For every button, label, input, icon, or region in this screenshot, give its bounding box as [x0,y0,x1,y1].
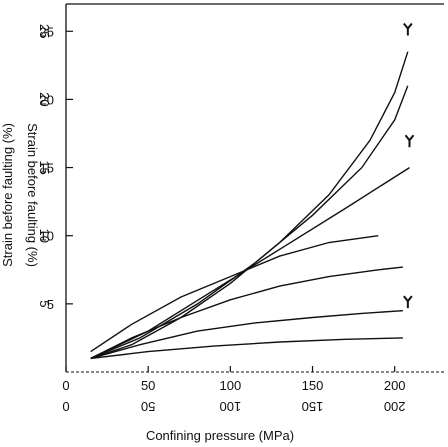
y-tick-label-mirrored: 5 [37,300,52,307]
curve-unlabeled-1 [90,85,409,360]
y-tick-label: 20 [40,92,54,107]
x-tick-label: 200 [384,378,406,393]
x-tick-label-mirrored: 0 [62,399,69,414]
curve-slate [90,337,403,360]
y-tick-label: 15 [40,161,54,176]
curves [90,22,415,360]
x-tick-label: 50 [141,378,155,393]
x-tick-label-mirrored: 150 [302,399,324,414]
x-tick-label: 150 [302,378,324,393]
curve-unlabeled-5 [90,310,403,360]
curve-dolomite [90,266,403,360]
y-tick-label-mirrored: 25 [37,24,52,38]
y-tick-label-mirrored: 15 [37,160,52,174]
failure-marker [404,134,415,148]
y-axis-title-mirrored: Strain before faulting (%) [25,123,40,267]
curve-sandstone [90,51,409,360]
y-tick-label: 25 [40,24,54,39]
x-tick-label: 0 [62,378,69,393]
y-axis-title: Strain before faulting (%) [0,123,15,267]
curve-unlabeled-2 [90,167,410,360]
y-tick-label-mirrored: 10 [37,228,52,242]
x-tick-label-mirrored: 100 [219,399,241,414]
y-tick-label: 5 [47,297,54,312]
x-tick-label-mirrored: 200 [384,399,406,414]
x-tick-label: 100 [219,378,241,393]
failure-marker [403,22,413,36]
curve-anhydrite [90,235,379,353]
x-ticks: 0 0 50 50 100 100 150 150 200 200 [62,366,406,414]
y-tick-label-mirrored: 20 [37,92,52,106]
y-tick-label: 10 [40,229,54,244]
failure-marker [403,295,413,309]
x-axis-title: Confining pressure (MPa) [146,428,294,443]
x-tick-label-mirrored: 50 [141,399,155,414]
